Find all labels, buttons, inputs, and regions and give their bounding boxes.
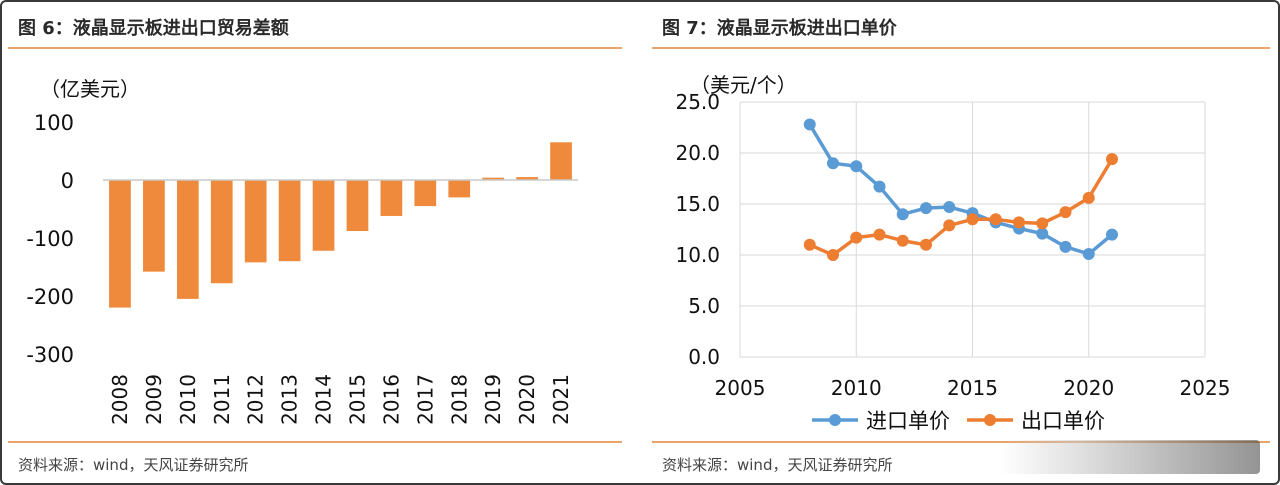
chart-title: 图 7：液晶显示板进出口单价 (662, 18, 897, 39)
bar (380, 180, 403, 216)
source-divider (8, 441, 622, 443)
data-point (966, 213, 979, 226)
x-tick-label: 2013 (278, 374, 302, 425)
data-point (850, 160, 863, 173)
bar (346, 180, 369, 232)
right-chart-panel: 图 7：液晶显示板进出口单价 （美元/个） 25.0 20.0 15.0 10.0 5.0… (652, 0, 1270, 485)
bar (278, 180, 301, 262)
y-tick-label: -200 (26, 285, 74, 309)
x-tick-label: 2020 (1063, 376, 1114, 400)
line-chart: （美元/个）25.0 20.0 15.0 10.0 5.0 0.0 2005 2010 2015… (675, 73, 1231, 433)
legend-marker (984, 414, 996, 426)
x-tick-label: 2020 (515, 374, 539, 425)
y-tick-label: 10.0 (675, 243, 720, 267)
x-tick-label: 2009 (142, 374, 166, 425)
bar (550, 142, 572, 180)
data-point (827, 157, 839, 170)
data-point (850, 231, 863, 244)
legend-label: 进口单价 (866, 409, 950, 433)
bar (109, 180, 131, 308)
data-point (1059, 240, 1072, 253)
bar (482, 177, 505, 180)
x-tick-label: 2014 (312, 374, 336, 425)
y-tick-label: -300 (26, 343, 74, 367)
data-point (896, 208, 909, 221)
left-chart-panel: 图 6：液晶显示板进出口贸易差额 （亿美元） 100 0 -100 -200 -300 20… (8, 0, 622, 485)
y-axis-unit-label: （美元/个） (690, 73, 797, 97)
data-point (920, 202, 932, 215)
y-tick-label: 0 (61, 169, 74, 193)
x-tick-label: 2010 (831, 376, 882, 400)
bar (448, 180, 471, 198)
x-tick-label: 2015 (947, 376, 998, 400)
x-tick-label: 2019 (481, 374, 505, 425)
x-tick-label: 2015 (345, 374, 369, 425)
title-divider (652, 47, 1270, 49)
data-point (989, 213, 1002, 226)
y-tick-label: -100 (26, 227, 74, 251)
bar (210, 180, 233, 284)
x-tick-label: 2016 (379, 374, 403, 425)
data-point (803, 118, 816, 131)
x-tick-label: 2010 (176, 374, 200, 425)
source-note: 资料来源：wind，天风证券研究所 (18, 456, 249, 474)
x-tick-label: 2012 (244, 374, 268, 425)
bar-chart: （亿美元） 100 0 -100 -200 -300 2008 2009 2010 2011 201… (26, 77, 578, 425)
data-point (873, 180, 886, 193)
y-tick-label: 15.0 (675, 192, 720, 216)
x-tick-label: 2008 (108, 374, 132, 425)
legend-marker (829, 414, 841, 426)
y-axis-unit-label: （亿美元） (40, 77, 140, 101)
x-tick-label: 2021 (549, 374, 573, 425)
bar (244, 180, 267, 263)
source-note: 资料来源：wind，天风证券研究所 (662, 456, 893, 474)
bar (312, 180, 335, 251)
data-point (1082, 191, 1095, 204)
source-divider (652, 441, 1270, 443)
x-tick-label: 2018 (447, 374, 471, 425)
y-tick-label: 20.0 (675, 141, 720, 165)
data-point (1082, 247, 1095, 260)
x-tick-label: 2017 (413, 374, 437, 425)
bar (176, 180, 199, 299)
x-tick-label: 2011 (210, 374, 234, 425)
data-point (1036, 217, 1049, 230)
data-point (1036, 227, 1049, 240)
chart-title: 图 6：液晶显示板进出口贸易差额 (18, 18, 289, 39)
bar (414, 180, 437, 207)
data-point (1106, 153, 1118, 166)
bar (516, 177, 538, 180)
data-point (943, 201, 956, 214)
data-point (1013, 216, 1025, 229)
data-point (803, 238, 816, 251)
y-tick-label: 100 (34, 111, 74, 135)
title-divider (8, 47, 622, 49)
data-point (920, 238, 932, 251)
legend-label: 出口单价 (1021, 409, 1105, 433)
x-tick-label: 2025 (1180, 376, 1231, 400)
bar (143, 180, 165, 272)
data-point (873, 228, 886, 241)
y-tick-label: 0.0 (688, 345, 720, 369)
data-point (943, 219, 956, 232)
y-tick-label: 5.0 (688, 294, 720, 318)
data-point (827, 249, 839, 261)
data-point (896, 234, 909, 247)
watermark (1000, 440, 1260, 474)
data-point (1106, 228, 1118, 241)
data-point (1059, 206, 1072, 219)
y-tick-label: 25.0 (675, 90, 720, 114)
x-tick-label: 2005 (715, 376, 766, 400)
